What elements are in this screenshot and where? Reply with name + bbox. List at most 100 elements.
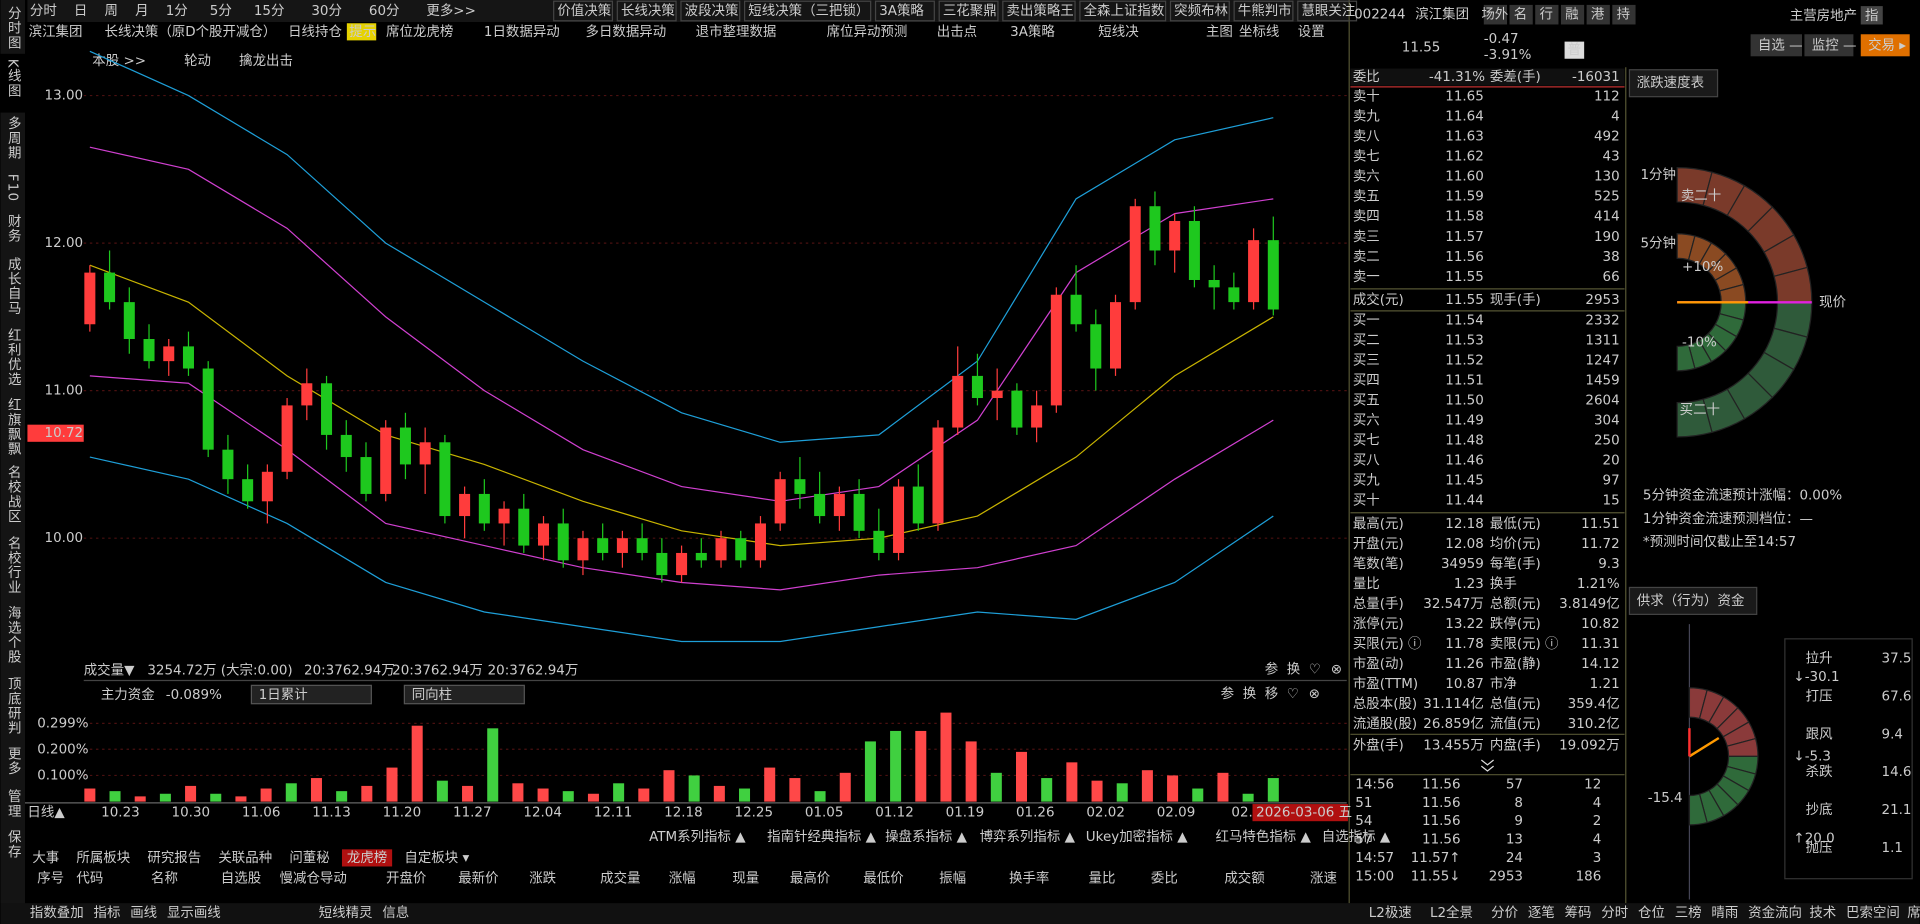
quote-button-label[interactable]: 持 <box>1617 7 1630 23</box>
header-item[interactable]: 主图 <box>1206 24 1233 40</box>
top-button-label[interactable]: 交易 ▸ <box>1868 36 1906 53</box>
quote-button[interactable] <box>1535 4 1559 25</box>
strip-tab[interactable]: L2全景 <box>1430 904 1473 921</box>
column-header[interactable]: 名称 <box>151 871 178 887</box>
strip-tab[interactable]: 仓位 <box>1638 905 1665 921</box>
panel-button[interactable]: ⊗ <box>1309 687 1320 702</box>
select-label[interactable]: 同向柱 <box>412 687 452 703</box>
strip-tab[interactable]: 分时 <box>1601 905 1628 921</box>
header-item[interactable]: 3A策略 <box>1010 23 1055 40</box>
header-item[interactable]: 1日数据异动 <box>484 24 560 40</box>
status-item[interactable]: 信息 <box>382 904 409 921</box>
panel-button[interactable]: 换 <box>1287 661 1301 677</box>
quote-button-label[interactable]: 场外 <box>1481 7 1508 23</box>
sidebar-item[interactable]: F10 <box>5 174 20 203</box>
quote-button-label[interactable]: 行 <box>1539 7 1552 23</box>
expand-icon[interactable] <box>1480 759 1494 772</box>
strategy-tab[interactable]: 慧眼关注 <box>1301 3 1355 19</box>
strategy-tab[interactable]: 长线决策 <box>621 2 675 19</box>
select-label[interactable]: 1日累计 <box>259 687 308 703</box>
quote-button[interactable] <box>1483 4 1508 25</box>
sidebar-item[interactable]: 更多 <box>5 747 22 776</box>
column-header[interactable]: 量比 <box>1089 871 1116 887</box>
strategy-tab[interactable]: 3A策略 <box>879 2 924 19</box>
panel-button[interactable]: 移 <box>1265 686 1278 702</box>
quote-button-label[interactable]: 融 <box>1565 7 1578 23</box>
quote-button-label[interactable]: 港 <box>1591 7 1605 23</box>
column-header[interactable]: 成交量 <box>600 870 640 887</box>
indicator-button[interactable]: 自选指标 ▲ <box>1322 829 1391 845</box>
column-header[interactable]: 现量 <box>732 871 759 887</box>
column-header[interactable]: 涨幅 <box>669 871 696 887</box>
header-item[interactable]: 设置 <box>1298 24 1325 40</box>
quote-button[interactable] <box>1612 4 1636 25</box>
bottom-tab[interactable]: 所属板块 <box>76 850 130 866</box>
status-item[interactable]: 指标 <box>94 905 121 921</box>
column-header[interactable]: 最高价 <box>790 870 831 887</box>
header-item[interactable]: 多日数据异动 <box>586 23 667 40</box>
column-header[interactable]: 换手率 <box>1009 870 1049 887</box>
option[interactable]: 轮动 <box>184 53 211 69</box>
period-tab[interactable]: 月 <box>135 4 148 19</box>
column-header[interactable]: 最低价 <box>863 871 904 887</box>
strip-tab[interactable]: 巴索空间 <box>1846 905 1900 921</box>
quote-button[interactable] <box>1586 4 1610 25</box>
strategy-tab[interactable]: 牛熊判市 <box>1238 2 1292 19</box>
strip-tab[interactable]: 技术 <box>1809 905 1836 921</box>
sidebar-item[interactable]: 海选个股 <box>5 606 22 665</box>
sidebar-item[interactable]: 财务 <box>5 214 22 244</box>
sidebar-item[interactable]: 顶底研判 <box>5 677 22 736</box>
sidebar-item[interactable]: 分时图 <box>5 6 22 50</box>
indicator-button[interactable]: 红马特色指标 ▲ <box>1216 828 1312 845</box>
status-item[interactable]: 指数叠加 <box>30 905 84 921</box>
indicator-button[interactable]: 博弈系列指标 ▲ <box>980 828 1076 845</box>
header-item[interactable]: 席位龙虎榜 <box>386 23 453 40</box>
sidebar-item[interactable]: 名校战区 <box>5 465 22 524</box>
period-tab[interactable]: 5分 <box>210 3 232 19</box>
bottom-tab[interactable]: 关联品种 <box>218 850 272 866</box>
sidebar-item[interactable]: 保存 <box>5 830 22 860</box>
strip-tab[interactable]: 分价 <box>1491 905 1518 921</box>
column-header[interactable]: 振幅 <box>939 871 966 887</box>
header-item[interactable]: 坐标线 <box>1239 24 1279 40</box>
strategy-tab[interactable]: 波段决策 <box>685 2 739 19</box>
indicator-button[interactable]: 操盘系指标 ▲ <box>885 828 968 845</box>
select[interactable] <box>250 684 372 705</box>
period-tab[interactable]: 更多>> <box>426 2 475 19</box>
strip-tab[interactable]: L2极速 <box>1369 905 1412 921</box>
strip-tab[interactable]: 三榜 <box>1675 904 1702 921</box>
period-tab[interactable]: 分时 <box>30 3 57 19</box>
sidebar-item[interactable]: K线图 <box>5 59 22 98</box>
column-header[interactable]: 涨速 <box>1310 871 1337 887</box>
period-tab[interactable]: 周 <box>105 4 118 19</box>
top-button-label[interactable]: 自选 — <box>1758 37 1803 53</box>
sidebar-item[interactable]: 红利优选 <box>5 328 22 387</box>
header-item[interactable]: 出击点 <box>937 24 977 40</box>
panel-tab[interactable]: 供求（行为）资金 <box>1637 593 1745 609</box>
strategy-tab[interactable]: 短线决策（三把锁） <box>748 2 869 19</box>
panel-button[interactable]: ⊗ <box>1331 662 1342 677</box>
panel-button[interactable]: ♡ <box>1287 687 1299 702</box>
top-button[interactable] <box>1860 34 1910 57</box>
period-tab[interactable]: 15分 <box>254 3 285 19</box>
bottom-tab[interactable]: 自定板块 ▾ <box>404 850 469 866</box>
top-button-label[interactable]: 监控 — <box>1812 37 1857 53</box>
strategy-tab[interactable]: 价值决策 <box>557 2 611 19</box>
status-item[interactable]: 显示画线 <box>167 905 221 921</box>
strategy-tab[interactable]: 三花聚鼎 <box>943 3 997 19</box>
select[interactable] <box>403 684 525 705</box>
bottom-tab[interactable]: 龙虎榜 <box>347 849 387 866</box>
panel-button[interactable]: ♡ <box>1309 662 1321 677</box>
panel-button[interactable]: 参 <box>1265 660 1278 677</box>
strip-tab[interactable]: 资金流向 <box>1748 905 1802 921</box>
period-tab[interactable]: 1分 <box>166 3 188 19</box>
indicator-button[interactable]: ATM系列指标 ▲ <box>649 829 746 845</box>
status-item[interactable]: 短线精灵 <box>319 905 373 921</box>
header-item[interactable]: 退市整理数据 <box>696 23 777 40</box>
top-button[interactable] <box>1750 34 1803 57</box>
column-header[interactable]: 成交额 <box>1224 870 1265 887</box>
panel-button[interactable]: 换 <box>1243 686 1257 702</box>
column-header[interactable]: 自选股 <box>221 871 261 887</box>
status-item[interactable]: 画线 <box>130 905 157 921</box>
strip-tab[interactable]: 席位 <box>1907 905 1920 921</box>
